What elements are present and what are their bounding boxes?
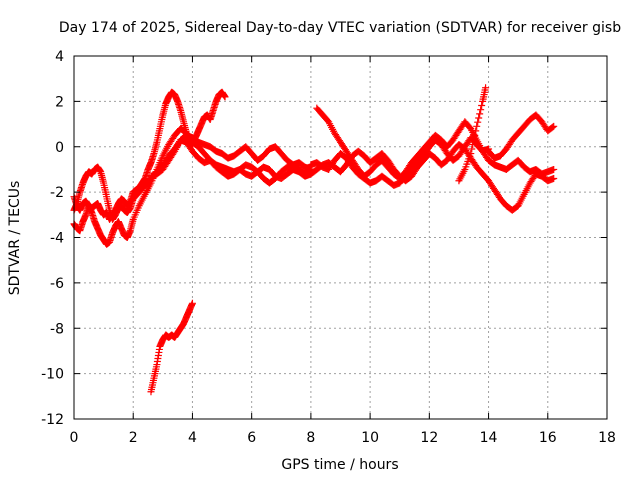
data-point [476,110,484,118]
y-tick-label: -2 [50,185,64,201]
x-tick-label: 12 [420,430,438,446]
x-tick-label: 8 [306,430,315,446]
y-tick-label: -8 [50,321,64,337]
series-track-i [455,84,490,185]
data-point [550,165,558,173]
data-point [475,114,483,122]
data-point [549,123,557,131]
x-axis-label: GPS time / hours [281,457,398,473]
y-tick-label: -10 [41,367,64,383]
y-tick-label: -6 [50,276,64,292]
series-track-e [147,299,196,396]
x-tick-label: 4 [188,430,197,446]
y-tick-label: 0 [55,140,64,156]
y-axis-label: SDTVAR / TECUs [7,181,23,296]
data-point [474,118,482,126]
x-tick-label: 14 [480,430,498,446]
series-track-j [485,111,558,162]
data-point [478,102,486,110]
axis-ticks: 0 2 4 6 8 10 12 14 16 18 4 2 0 -2 -4 -6 -8 -10 -12 [41,49,616,446]
y-tick-label: 4 [55,49,64,65]
series-track-h [307,140,558,214]
data-point [221,93,229,101]
x-tick-label: 18 [598,430,616,446]
data-point [470,136,478,144]
data-point [472,127,480,135]
x-tick-label: 2 [129,430,138,446]
x-tick-label: 6 [247,430,256,446]
data-point [473,122,481,130]
data-point [467,150,475,158]
data-point [188,299,196,307]
data-point [550,175,558,183]
y-tick-label: -12 [41,412,64,428]
x-tick-label: 16 [539,430,557,446]
series-track-d [147,131,315,180]
data-point [477,106,485,114]
x-tick-label: 0 [70,430,79,446]
data-points [70,84,558,396]
y-tick-label: 2 [55,94,64,110]
data-point [550,122,558,130]
data-point [468,145,476,153]
y-tick-label: -4 [50,231,64,247]
data-point [469,140,477,148]
x-tick-label: 10 [361,430,379,446]
data-point [482,84,490,92]
chart-title: Day 174 of 2025, Sidereal Day-to-day VTE… [59,20,621,36]
data-point [471,131,479,139]
